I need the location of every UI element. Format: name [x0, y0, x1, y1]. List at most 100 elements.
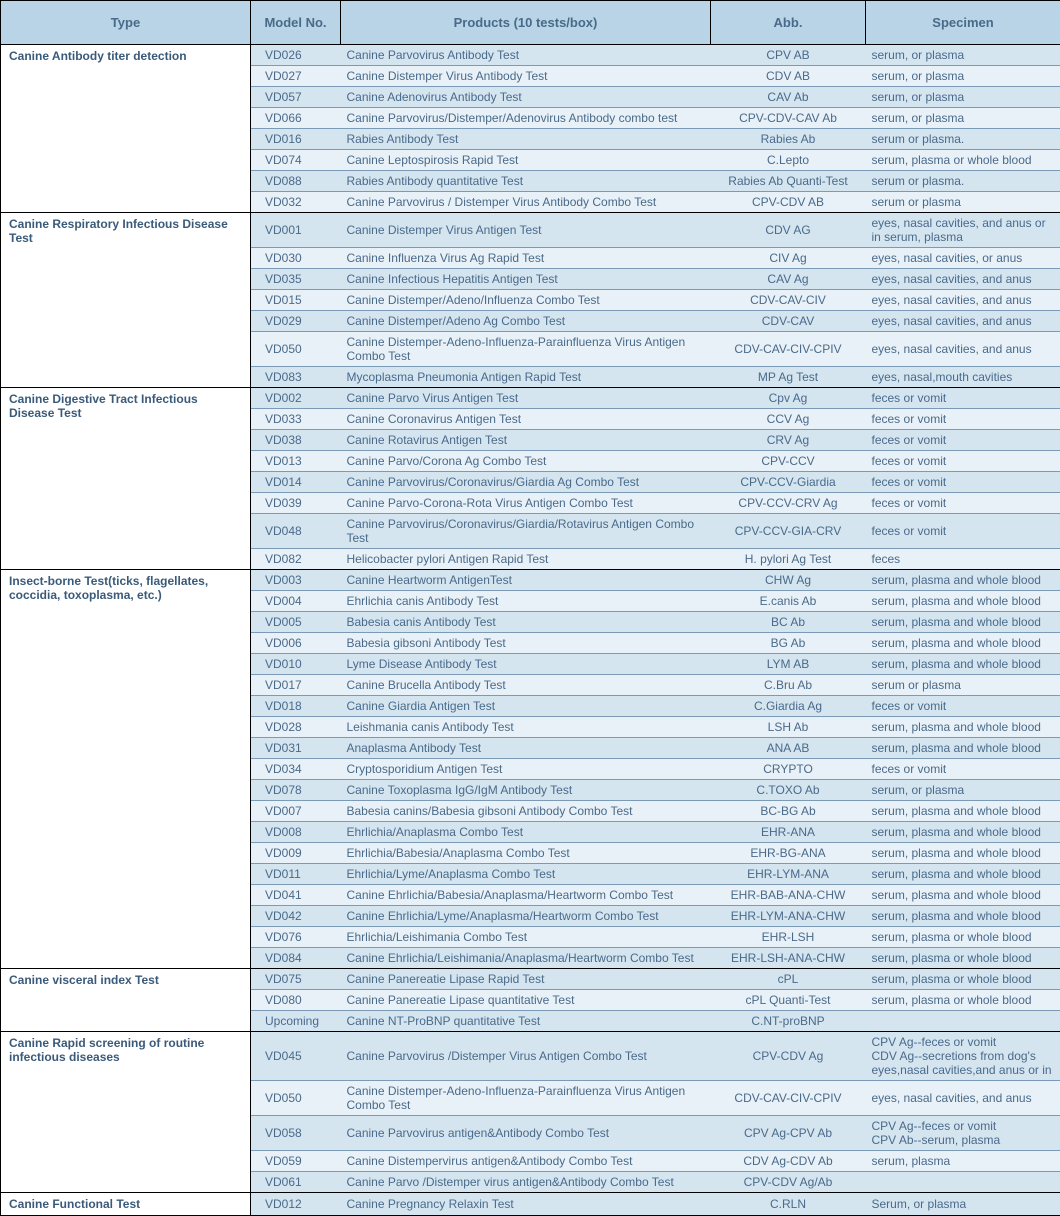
- model-cell: VD038: [251, 430, 341, 451]
- type-cell: Canine Functional Test: [1, 1193, 251, 1216]
- specimen-cell: [866, 1011, 1060, 1032]
- product-cell: Canine Parvovirus / Distemper Virus Anti…: [341, 192, 711, 213]
- model-cell: VD075: [251, 969, 341, 990]
- model-cell: VD066: [251, 108, 341, 129]
- model-cell: VD080: [251, 990, 341, 1011]
- table-row: Canine Rapid screening of routine infect…: [1, 1032, 1060, 1081]
- abb-cell: ANA AB: [711, 738, 866, 759]
- product-cell: Canine Panereatie Lipase quantitative Te…: [341, 990, 711, 1011]
- model-cell: VD074: [251, 150, 341, 171]
- abb-cell: CDV AG: [711, 213, 866, 248]
- abb-cell: Rabies Ab: [711, 129, 866, 150]
- model-cell: VD041: [251, 885, 341, 906]
- abb-cell: CPV-CDV-CAV Ab: [711, 108, 866, 129]
- table-row: Canine Digestive Tract Infectious Diseas…: [1, 388, 1060, 409]
- abb-cell: C.Giardia Ag: [711, 696, 866, 717]
- product-cell: Canine Pregnancy Relaxin Test: [341, 1193, 711, 1216]
- abb-cell: CPV-CCV: [711, 451, 866, 472]
- product-cell: Babesia gibsoni Antibody Test: [341, 633, 711, 654]
- product-cell: Rabies Antibody Test: [341, 129, 711, 150]
- table-row: Canine Functional TestVD012Canine Pregna…: [1, 1193, 1060, 1216]
- header-product: Products (10 tests/box): [341, 1, 711, 45]
- abb-cell: CPV Ag-CPV Ab: [711, 1116, 866, 1151]
- abb-cell: EHR-LYM-ANA-CHW: [711, 906, 866, 927]
- product-cell: Canine Parvovirus/Coronavirus/Giardia Ag…: [341, 472, 711, 493]
- products-table: Type Model No. Products (10 tests/box) A…: [0, 0, 1060, 1216]
- abb-cell: MP Ag Test: [711, 367, 866, 388]
- specimen-cell: serum, plasma or whole blood: [866, 927, 1060, 948]
- specimen-cell: serum, plasma and whole blood: [866, 717, 1060, 738]
- product-cell: Rabies Antibody quantitative Test: [341, 171, 711, 192]
- header-model: Model No.: [251, 1, 341, 45]
- specimen-cell: serum or plasma: [866, 192, 1060, 213]
- specimen-cell: Serum, or plasma: [866, 1193, 1060, 1216]
- specimen-cell: feces or vomit: [866, 430, 1060, 451]
- model-cell: VD003: [251, 570, 341, 591]
- product-cell: Canine Parvo Virus Antigen Test: [341, 388, 711, 409]
- specimen-cell: serum, or plasma: [866, 87, 1060, 108]
- model-cell: VD082: [251, 549, 341, 570]
- product-cell: Canine Parvo-Corona-Rota Virus Antigen C…: [341, 493, 711, 514]
- product-cell: Cryptosporidium Antigen Test: [341, 759, 711, 780]
- product-cell: Canine Distempervirus antigen&Antibody C…: [341, 1151, 711, 1172]
- product-cell: Lyme Disease Antibody Test: [341, 654, 711, 675]
- abb-cell: H. pylori Ag Test: [711, 549, 866, 570]
- model-cell: VD045: [251, 1032, 341, 1081]
- specimen-cell: [866, 1172, 1060, 1193]
- type-cell: Canine Respiratory Infectious Disease Te…: [1, 213, 251, 388]
- product-cell: Ehrlichia/Lyme/Anaplasma Combo Test: [341, 864, 711, 885]
- product-cell: Ehrlichia canis Antibody Test: [341, 591, 711, 612]
- specimen-cell: serum or plasma.: [866, 171, 1060, 192]
- model-cell: VD058: [251, 1116, 341, 1151]
- header-type: Type: [1, 1, 251, 45]
- abb-cell: CIV Ag: [711, 248, 866, 269]
- specimen-cell: eyes, nasal cavities, and anus or in ser…: [866, 213, 1060, 248]
- model-cell: VD006: [251, 633, 341, 654]
- specimen-cell: serum, or plasma: [866, 780, 1060, 801]
- header-specimen: Specimen: [866, 1, 1060, 45]
- specimen-cell: eyes, nasal cavities, and anus: [866, 311, 1060, 332]
- product-cell: Canine Distemper Virus Antigen Test: [341, 213, 711, 248]
- model-cell: VD017: [251, 675, 341, 696]
- product-cell: Leishmania canis Antibody Test: [341, 717, 711, 738]
- specimen-cell: feces: [866, 549, 1060, 570]
- specimen-cell: serum, plasma and whole blood: [866, 633, 1060, 654]
- product-cell: Canine Panereatie Lipase Rapid Test: [341, 969, 711, 990]
- specimen-cell: serum, plasma: [866, 1151, 1060, 1172]
- abb-cell: E.canis Ab: [711, 591, 866, 612]
- abb-cell: LSH Ab: [711, 717, 866, 738]
- product-cell: Canine Rotavirus Antigen Test: [341, 430, 711, 451]
- model-cell: VD008: [251, 822, 341, 843]
- model-cell: VD010: [251, 654, 341, 675]
- abb-cell: CPV-CCV-CRV Ag: [711, 493, 866, 514]
- abb-cell: BC-BG Ab: [711, 801, 866, 822]
- specimen-cell: CPV Ag--feces or vomit CDV Ag--secretion…: [866, 1032, 1060, 1081]
- abb-cell: CDV-CAV-CIV-CPIV: [711, 332, 866, 367]
- type-cell: Canine Rapid screening of routine infect…: [1, 1032, 251, 1193]
- specimen-cell: CPV Ag--feces or vomit CPV Ab--serum, pl…: [866, 1116, 1060, 1151]
- abb-cell: cPL Quanti-Test: [711, 990, 866, 1011]
- product-cell: Canine Parvovirus /Distemper Virus Antig…: [341, 1032, 711, 1081]
- specimen-cell: serum, plasma and whole blood: [866, 570, 1060, 591]
- model-cell: VD033: [251, 409, 341, 430]
- product-cell: Ehrlichia/Babesia/Anaplasma Combo Test: [341, 843, 711, 864]
- product-cell: Canine Leptospirosis Rapid Test: [341, 150, 711, 171]
- model-cell: VD048: [251, 514, 341, 549]
- table-row: Insect-borne Test(ticks, flagellates, co…: [1, 570, 1060, 591]
- abb-cell: Cpv Ag: [711, 388, 866, 409]
- abb-cell: C.Bru Ab: [711, 675, 866, 696]
- product-cell: Canine Parvovirus antigen&Antibody Combo…: [341, 1116, 711, 1151]
- product-cell: Canine Distemper/Adeno/Influenza Combo T…: [341, 290, 711, 311]
- model-cell: VD027: [251, 66, 341, 87]
- header-abb: Abb.: [711, 1, 866, 45]
- abb-cell: CPV-CCV-Giardia: [711, 472, 866, 493]
- product-cell: Canine NT-ProBNP quantitative Test: [341, 1011, 711, 1032]
- abb-cell: C.TOXO Ab: [711, 780, 866, 801]
- specimen-cell: eyes, nasal cavities, and anus: [866, 1081, 1060, 1116]
- model-cell: VD030: [251, 248, 341, 269]
- header-row: Type Model No. Products (10 tests/box) A…: [1, 1, 1060, 45]
- abb-cell: CPV-CDV AB: [711, 192, 866, 213]
- model-cell: VD007: [251, 801, 341, 822]
- abb-cell: C.Lepto: [711, 150, 866, 171]
- specimen-cell: serum, plasma and whole blood: [866, 612, 1060, 633]
